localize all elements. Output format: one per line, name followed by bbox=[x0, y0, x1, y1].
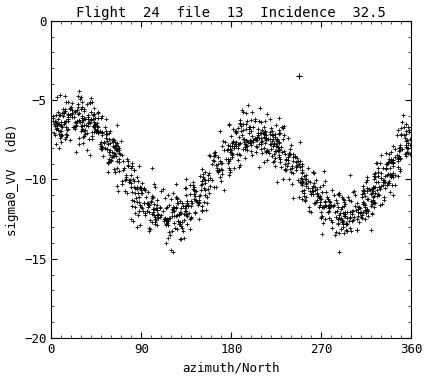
Title: Flight  24  file  13  Incidence  32.5: Flight 24 file 13 Incidence 32.5 bbox=[76, 6, 386, 19]
Y-axis label: sigma0_VV  (dB): sigma0_VV (dB) bbox=[6, 123, 18, 236]
X-axis label: azimuth/North: azimuth/North bbox=[183, 361, 280, 374]
